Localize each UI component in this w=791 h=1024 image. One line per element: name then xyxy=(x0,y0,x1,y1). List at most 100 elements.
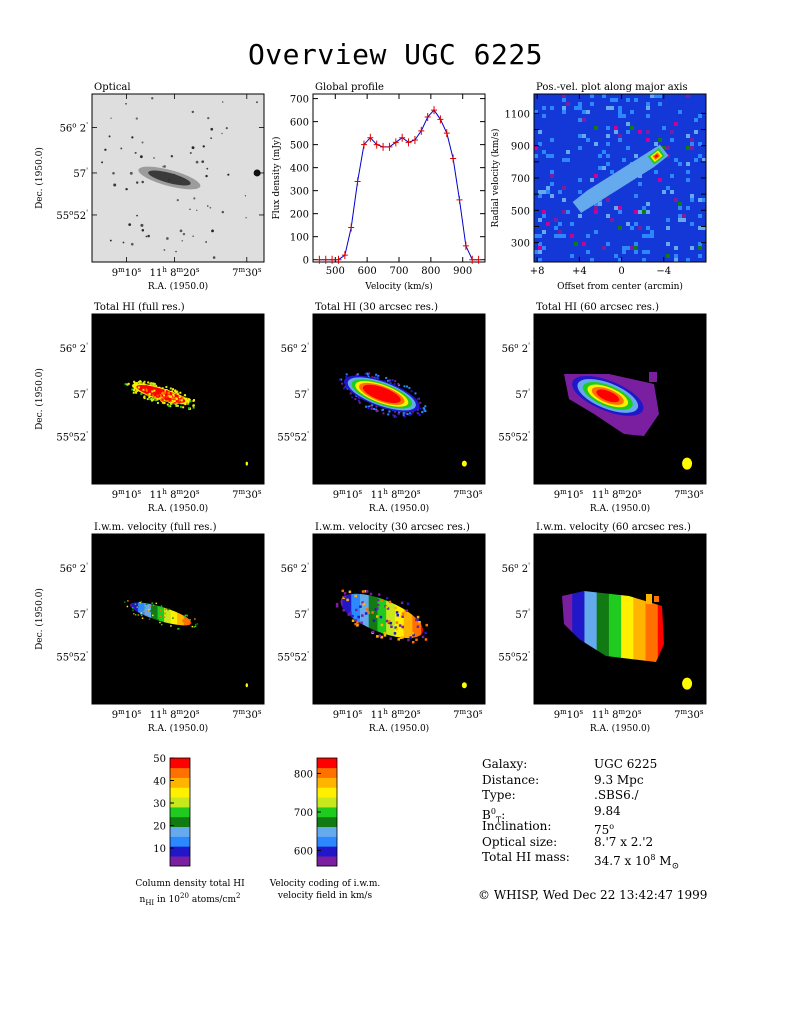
colorbar-segment xyxy=(170,787,190,798)
profile-point xyxy=(316,255,323,264)
star xyxy=(145,235,148,238)
pv-noise-pixel xyxy=(686,94,690,98)
pv-noise-pixel xyxy=(562,210,566,214)
vel-30-panel-frame xyxy=(312,533,486,705)
pixel xyxy=(366,608,369,611)
ra-axis-label: R.A. (1950.0) xyxy=(148,503,208,514)
colorbar-tick-label: 10 xyxy=(153,844,166,855)
pixel xyxy=(139,380,142,383)
pixel xyxy=(161,401,164,404)
pv-noise-pixel xyxy=(690,138,694,142)
pv-noise-pixel xyxy=(538,234,542,238)
pv-noise-pixel xyxy=(666,242,670,246)
pv-noise-pixel xyxy=(618,110,622,114)
pv-noise-pixel xyxy=(538,190,542,194)
pixel xyxy=(415,618,418,622)
pixel xyxy=(161,391,164,394)
pixel xyxy=(341,382,344,385)
pixel xyxy=(408,386,411,389)
pixel xyxy=(168,608,170,611)
pixel xyxy=(194,623,197,626)
pixel xyxy=(362,602,366,606)
star xyxy=(162,166,164,168)
pv-noise-pixel xyxy=(538,130,542,134)
pv-noise-pixel xyxy=(630,226,634,230)
pixel xyxy=(148,392,151,395)
pixel xyxy=(159,392,162,395)
pixel xyxy=(161,398,164,401)
pixel xyxy=(145,385,148,388)
pv-noise-pixel xyxy=(614,126,618,130)
pv-noise-pixel xyxy=(546,190,550,194)
pixel xyxy=(150,383,153,386)
pixel xyxy=(173,401,176,404)
pv-noise-pixel xyxy=(658,178,662,182)
pv-noise-pixel xyxy=(606,154,610,158)
ra-tick-label: 7m30s xyxy=(232,488,262,501)
vel-30-panel-title: I.w.m. velocity (30 arcsec res.) xyxy=(315,522,470,533)
pixel xyxy=(135,391,138,394)
pixel xyxy=(347,613,351,616)
profile-point xyxy=(399,133,406,142)
pv-noise-pixel xyxy=(606,142,610,146)
pv-noise-pixel xyxy=(694,158,698,162)
pv-noise-pixel xyxy=(618,138,622,142)
pixel xyxy=(361,590,365,593)
pv-noise-pixel xyxy=(646,106,650,110)
galaxy-info-row: B0T: 9.84 xyxy=(482,804,782,824)
optical-panel: Optical 9m10s 11h 8m20s 7m30s 56o 2' 57' 55o52… xyxy=(34,82,265,292)
star xyxy=(193,197,196,200)
pixel xyxy=(382,412,385,415)
pv-noise-pixel xyxy=(690,198,694,202)
vel-60-panel: I.w.m. velocity (60 arcsec res.) 9m10s 11h… xyxy=(476,522,707,734)
profile-point xyxy=(443,129,450,138)
colorbar-segment xyxy=(317,836,337,847)
pixel xyxy=(176,392,179,395)
pixel xyxy=(192,406,195,409)
pv-noise-pixel xyxy=(578,178,582,182)
pv-noise-pixel xyxy=(634,250,638,254)
pixel xyxy=(135,382,138,385)
pixel xyxy=(141,617,144,619)
star xyxy=(140,223,144,227)
pixel xyxy=(146,609,149,612)
pixel xyxy=(383,632,386,635)
pixel xyxy=(375,408,378,411)
dec-tick-label: 55o52' xyxy=(56,430,88,443)
pixel xyxy=(164,396,167,399)
pv-noise-pixel xyxy=(538,194,542,198)
star xyxy=(109,239,112,242)
pixel xyxy=(401,625,404,629)
colorbar-segment xyxy=(170,767,190,778)
pv-noise-pixel xyxy=(666,226,670,230)
pixel xyxy=(140,600,143,603)
pixel xyxy=(175,391,178,394)
pixel xyxy=(399,636,403,640)
credit: © WHISP, Wed Dec 22 13:42:47 1999 xyxy=(478,887,708,902)
profile-point xyxy=(475,255,482,264)
colorbar-segment xyxy=(170,807,190,818)
pixel xyxy=(349,611,353,615)
pixel xyxy=(173,619,176,621)
star xyxy=(141,228,145,232)
pv-noise-pixel xyxy=(698,254,702,258)
pv-noise-pixel xyxy=(586,250,590,254)
pv-noise-pixel xyxy=(606,162,610,166)
pixel xyxy=(371,611,374,614)
pixel xyxy=(172,388,175,391)
beam xyxy=(682,677,693,690)
dec-tick-label: 57' xyxy=(515,608,530,621)
pv-noise-pixel xyxy=(702,198,706,202)
pixel xyxy=(343,592,347,595)
pixel xyxy=(189,619,191,621)
colorbar-segment xyxy=(317,797,337,808)
velocity-band xyxy=(359,584,370,648)
pixel xyxy=(410,412,413,415)
pixel xyxy=(163,394,166,397)
ra-tick-label: 9m10s xyxy=(554,488,584,501)
velocity-band xyxy=(164,597,172,630)
pixel xyxy=(134,613,137,616)
pixel xyxy=(397,382,400,385)
pixel xyxy=(348,590,352,594)
pixel xyxy=(654,596,659,602)
